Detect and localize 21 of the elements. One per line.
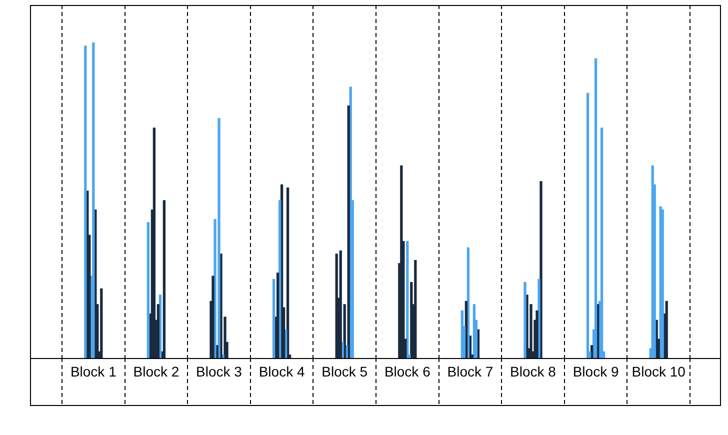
bar	[84, 46, 87, 358]
bar	[524, 282, 526, 358]
bar	[100, 288, 103, 358]
bar	[162, 200, 166, 358]
x-tick-label: Block 5	[322, 363, 368, 380]
bar	[540, 181, 542, 358]
bar	[272, 278, 276, 358]
bar	[146, 222, 150, 358]
bar	[586, 92, 590, 358]
x-tick-label: Block 1	[70, 363, 117, 380]
bar	[286, 187, 290, 358]
x-tick-label: Block 8	[510, 363, 556, 380]
x-tick-label: Block 7	[447, 363, 494, 380]
x-tick-label: Block 6	[384, 363, 431, 380]
bar	[460, 310, 464, 358]
x-tick-label: Block 2	[133, 363, 180, 380]
x-tick-label: Block 10	[632, 363, 686, 380]
x-tick-label: Block 4	[258, 363, 305, 380]
bar	[472, 304, 476, 358]
x-tick-label: Block 3	[196, 363, 242, 380]
x-tick-label: Block 9	[572, 363, 619, 380]
